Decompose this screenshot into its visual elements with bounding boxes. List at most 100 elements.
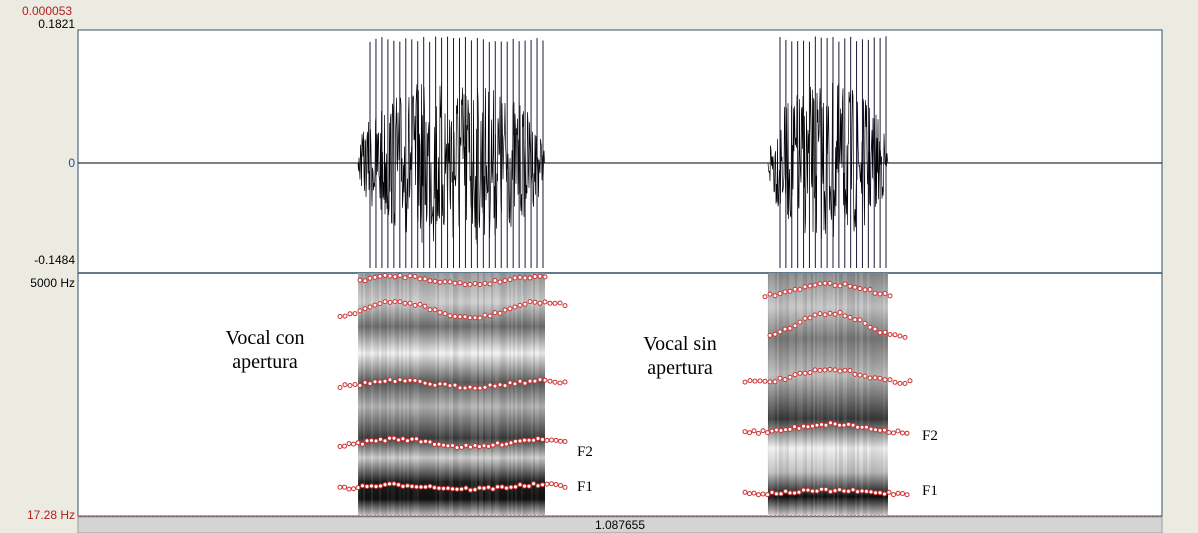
formant-point	[382, 272, 388, 278]
formant-point	[747, 378, 753, 384]
formant-point	[817, 281, 823, 287]
formant-point	[467, 384, 473, 390]
formant-point	[378, 483, 383, 489]
formant-point	[352, 382, 358, 387]
formant-point	[382, 438, 388, 444]
duration-bar[interactable]	[77, 516, 1163, 533]
formant-point	[462, 282, 468, 288]
formant-point	[872, 290, 878, 296]
freq-min: 17.28 Hz	[27, 508, 75, 522]
formant-point	[886, 489, 892, 495]
formant-point	[782, 377, 788, 383]
formant-point	[360, 441, 365, 447]
formant-point	[482, 384, 488, 390]
formant-point	[377, 379, 383, 385]
formant-point	[400, 483, 406, 489]
formant-point	[783, 488, 788, 494]
wave-max: 0.1821	[38, 17, 75, 31]
formant-point	[895, 428, 901, 434]
formant-point	[552, 300, 558, 306]
formant-point	[832, 488, 838, 494]
formant-point	[544, 481, 550, 487]
formant-point	[447, 279, 453, 285]
formant-point	[522, 380, 528, 386]
formant-point	[392, 274, 398, 280]
formant-point	[346, 441, 352, 447]
formant-point	[842, 367, 848, 373]
formant-point	[787, 374, 793, 380]
formant-point	[452, 382, 458, 388]
formant-point	[477, 282, 483, 287]
formant-point	[499, 484, 505, 490]
formant-point	[452, 280, 458, 286]
formant-point	[553, 482, 559, 487]
formant-point	[377, 301, 383, 307]
formant-point	[827, 366, 833, 372]
formant-point	[409, 483, 415, 489]
formant-point	[822, 367, 828, 373]
formant-point	[437, 279, 443, 285]
formant-point	[877, 375, 883, 381]
formant-point	[504, 441, 509, 447]
formant-point	[756, 430, 761, 436]
formant-point	[414, 484, 419, 490]
formant-point	[422, 303, 428, 309]
formant-point	[549, 481, 554, 487]
formant-point	[497, 382, 503, 388]
formant-label: F1	[922, 483, 938, 499]
formant-point	[810, 488, 815, 494]
formant-point	[807, 370, 813, 376]
formant-point	[495, 440, 500, 446]
formant-label: F2	[577, 444, 593, 460]
formant-point	[472, 443, 478, 448]
formant-point	[812, 367, 818, 373]
formant-point	[482, 312, 488, 318]
formant-point	[762, 378, 768, 384]
formant-point	[857, 372, 863, 378]
formant-point	[562, 303, 568, 309]
annotation-line: apertura	[647, 357, 713, 379]
formant-point	[357, 308, 363, 314]
formant-point	[902, 334, 908, 340]
formant-point	[562, 439, 568, 444]
formant-point	[792, 424, 797, 430]
formant-point	[492, 310, 498, 316]
formant-point	[427, 483, 433, 489]
formant-point	[873, 490, 878, 496]
formant-point	[892, 332, 898, 338]
formant-point	[792, 490, 797, 496]
formant-point	[787, 325, 793, 331]
formant-point	[342, 382, 348, 388]
annotation-line: Vocal sin	[643, 333, 717, 355]
formant-point	[751, 490, 757, 496]
formant-point	[372, 274, 378, 280]
formant-point	[857, 317, 863, 323]
formant-point	[407, 300, 413, 306]
formant-point	[756, 492, 761, 498]
formant-point	[797, 319, 803, 325]
formant-point	[868, 426, 874, 432]
formant-point	[897, 380, 903, 386]
formant-point	[522, 437, 527, 443]
formant-point	[432, 307, 438, 313]
formant-point	[367, 275, 373, 281]
formant-point	[542, 377, 548, 383]
formant-point	[792, 286, 798, 292]
formant-point	[417, 378, 423, 384]
formant-point	[369, 483, 374, 489]
formant-point	[895, 490, 901, 496]
formant-point	[822, 312, 828, 318]
formant-point	[897, 333, 903, 339]
formant-point	[414, 436, 419, 442]
formant-point	[544, 437, 550, 443]
formant-point	[482, 280, 488, 286]
formant-point	[828, 420, 833, 426]
formant-point	[481, 443, 487, 449]
formant-point	[367, 304, 373, 310]
formant-point	[463, 442, 469, 448]
formant-point	[364, 484, 370, 489]
formant-point	[772, 293, 778, 299]
formant-point	[540, 482, 545, 488]
formant-point	[777, 329, 783, 335]
formant-point	[499, 442, 505, 448]
